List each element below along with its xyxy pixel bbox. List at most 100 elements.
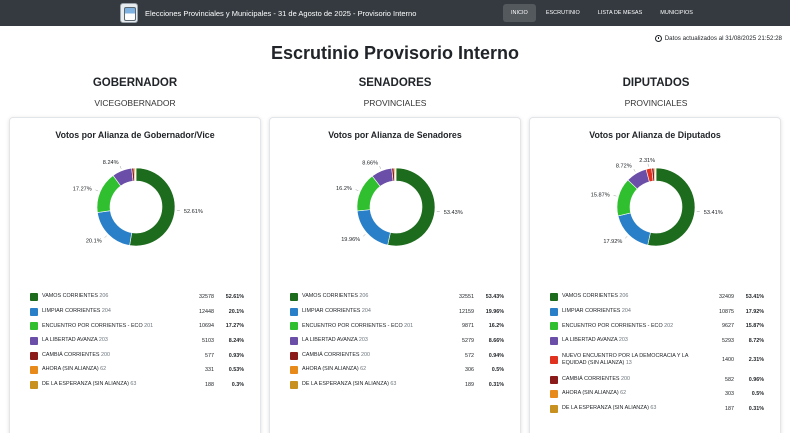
party-label: NUEVO ENCUENTRO POR LA DEMOCRACIA Y LA E… <box>562 352 689 367</box>
donut-slice-limpiar-corrientes[interactable] <box>356 209 391 246</box>
nav-item-municipios[interactable]: MUNICIPIOS <box>660 10 693 16</box>
party-name: NUEVO ENCUENTRO POR LA DEMOCRACIA Y LA E… <box>562 353 698 369</box>
legend-row-encuentro-por-corrientes-eco: ENCUENTRO POR CORRIENTES - ECO 202 9627 15… <box>550 319 764 334</box>
nav-item-inicio[interactable]: INICIO <box>503 4 536 22</box>
card-title: Votos por Alianza de Diputados <box>589 130 721 140</box>
column-title: DIPUTADOS <box>622 77 690 89</box>
party-name: CAMBIÁ CORRIENTES 200 <box>302 352 438 360</box>
vote-count: 10875 <box>719 308 734 315</box>
legend-row-ahora-sin-alianza: AHORA (SIN ALIANZA) 62 306 0.5% <box>290 363 504 378</box>
party-name: CAMBIÁ CORRIENTES 200 <box>562 376 698 384</box>
vote-count: 32551 <box>459 294 474 301</box>
list-number: 206 <box>99 293 109 300</box>
main-nav: INICIO ESCRUTINIO LISTA DE MESAS MUNICIP… <box>503 4 703 22</box>
vote-count: 189 <box>465 381 474 388</box>
party-name: VAMOS CORRIENTES 206 <box>302 293 438 301</box>
slice-label: 8.72% <box>616 164 632 170</box>
legend-swatch <box>30 322 38 331</box>
vote-percentage: 19.96% <box>485 308 504 315</box>
party-name: LIMPIAR CORRIENTES 204 <box>562 308 698 316</box>
vote-count: 577 <box>205 352 214 359</box>
party-label: VAMOS CORRIENTES <box>42 293 100 300</box>
clock-icon <box>654 35 662 42</box>
party-label: AHORA (SIN ALIANZA) <box>562 390 621 397</box>
navbar-brand[interactable]: Elecciones Provinciales y Municipales - … <box>120 3 416 23</box>
vote-count: 12448 <box>199 308 214 315</box>
vote-percentage: 0.53% <box>228 367 244 374</box>
donut-slice-de-la-esperanza-sin-alianza[interactable] <box>134 167 137 182</box>
party-name: AHORA (SIN ALIANZA) 62 <box>302 366 438 374</box>
party-name: VAMOS CORRIENTES 206 <box>42 293 178 301</box>
party-name: ENCUENTRO POR CORRIENTES - ECO 201 <box>42 323 178 331</box>
donut-slice-de-la-esperanza-sin-alianza[interactable] <box>654 167 657 182</box>
list-number: 200 <box>621 375 631 382</box>
vote-count: 10694 <box>199 323 214 330</box>
vote-percentage: 0.94% <box>488 352 504 359</box>
legend-swatch <box>550 375 558 384</box>
party-label: VAMOS CORRIENTES <box>302 293 360 300</box>
donut-chart-diputados: 53.41% 17.92% 15.87% 8.72% 2.31% <box>591 158 723 247</box>
legend-swatch <box>290 366 298 375</box>
slice-label: 8.24% <box>103 160 119 166</box>
slice-label-connector <box>363 234 366 237</box>
nav-item-escrutinio[interactable]: ESCRUTINIO <box>545 10 580 16</box>
party-label: DE LA ESPERANZA (SIN ALIANZA) <box>302 380 391 387</box>
legend-row-encuentro-por-corrientes-eco: ENCUENTRO POR CORRIENTES - ECO 201 9871 16… <box>290 319 504 334</box>
vote-count: 5293 <box>722 338 734 345</box>
vote-percentage: 8.24% <box>228 338 244 345</box>
list-number: 203 <box>98 337 108 344</box>
vote-percentage: 0.3% <box>231 381 244 388</box>
donut-slice-vamos-corrientes[interactable] <box>387 167 436 247</box>
vote-percentage: 0.5% <box>491 367 504 374</box>
party-name: CAMBIÁ CORRIENTES 200 <box>42 352 178 360</box>
page-title: Escrutinio Provisorio Interno <box>270 43 520 63</box>
slice-label-connector <box>95 189 99 192</box>
slice-label-connector <box>379 166 381 170</box>
donut-slice-limpiar-corrientes[interactable] <box>617 212 651 246</box>
column-subtitle: VICEGOBERNADOR <box>94 98 176 108</box>
legend-swatch <box>550 356 558 365</box>
vote-percentage: 0.31% <box>748 405 764 412</box>
column-title: SENADORES <box>358 77 432 89</box>
list-number: 13 <box>625 360 632 367</box>
card-title: Votos por Alianza de Senadores <box>328 130 462 140</box>
party-label: CAMBIÁ CORRIENTES <box>42 351 102 358</box>
vote-percentage: 0.5% <box>751 391 764 398</box>
legend-swatch <box>30 366 38 375</box>
column-subtitle: PROVINCIALES <box>624 98 688 108</box>
vote-percentage: 15.87% <box>745 323 764 330</box>
vote-count: 303 <box>725 391 734 398</box>
donut-slice-vamos-corrientes[interactable] <box>647 167 696 247</box>
party-label: LA LIBERTAD AVANZA <box>42 337 99 344</box>
last-updated-text: Datos actualizados al 31/08/2025 21:52:2… <box>664 35 782 42</box>
nav-item-lista-de-mesas[interactable]: LISTA DE MESAS <box>597 10 643 16</box>
slice-label-connector <box>119 165 122 169</box>
vote-count: 32578 <box>199 294 214 301</box>
legend-swatch <box>30 380 38 389</box>
party-name: LIMPIAR CORRIENTES 204 <box>42 308 178 316</box>
vote-percentage: 17.27% <box>225 323 244 330</box>
legend-swatch <box>290 322 298 331</box>
vote-percentage: 20.1% <box>228 308 244 315</box>
legend-row-cambi-corrientes: CAMBIÁ CORRIENTES 200 582 0.96% <box>550 372 764 387</box>
legend-row-la-libertad-avanza: LA LIBERTAD AVANZA 203 5103 8.24% <box>30 334 244 349</box>
vote-count: 12159 <box>459 308 474 315</box>
list-number: 203 <box>358 337 368 344</box>
party-name: VAMOS CORRIENTES 206 <box>562 293 698 301</box>
donut-slice-limpiar-corrientes[interactable] <box>97 210 133 246</box>
legend-row-vamos-corrientes: VAMOS CORRIENTES 206 32409 53.41% <box>550 290 764 305</box>
list-number: 200 <box>101 351 111 358</box>
vote-count: 5103 <box>202 338 214 345</box>
party-name: ENCUENTRO POR CORRIENTES - ECO 201 <box>302 323 438 331</box>
slice-label-connector <box>355 189 359 191</box>
party-label: LA LIBERTAD AVANZA <box>302 337 359 344</box>
party-label: DE LA ESPERANZA (SIN ALIANZA) <box>562 404 651 411</box>
legend-row-la-libertad-avanza: LA LIBERTAD AVANZA 203 5279 8.66% <box>290 334 504 349</box>
legend-table-gobernador: VAMOS CORRIENTES 206 32578 52.61% LIMPIAR C… <box>30 290 244 392</box>
list-number: 201 <box>404 322 414 329</box>
donut-slice-vamos-corrientes[interactable] <box>129 167 176 247</box>
list-number: 63 <box>390 380 397 387</box>
party-name: DE LA ESPERANZA (SIN ALIANZA) 63 <box>562 405 698 413</box>
donut-slice-de-la-esperanza-sin-alianza[interactable] <box>394 167 397 182</box>
province-logo-icon <box>120 3 138 23</box>
